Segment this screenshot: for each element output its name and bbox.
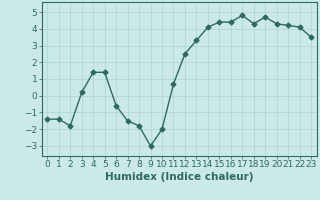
X-axis label: Humidex (Indice chaleur): Humidex (Indice chaleur) — [105, 172, 253, 182]
